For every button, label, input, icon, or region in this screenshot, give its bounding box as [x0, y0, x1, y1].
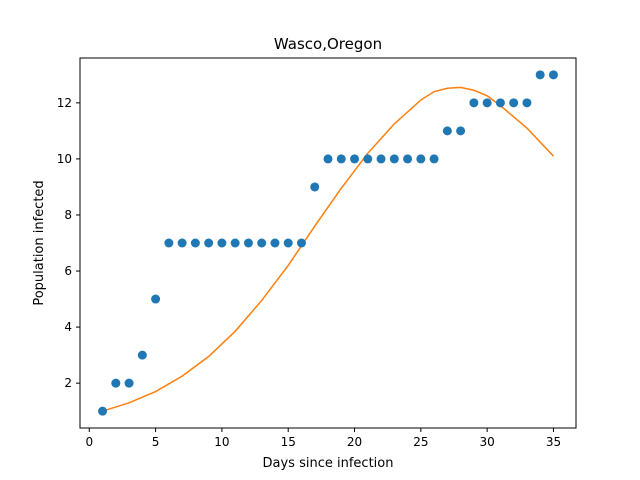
data-point: [429, 154, 439, 164]
data-point: [336, 154, 346, 164]
x-tick-label: 20: [347, 435, 362, 449]
fit-curve-line: [102, 86, 554, 412]
x-tick-label: 15: [281, 435, 296, 449]
data-point: [137, 350, 147, 360]
data-point: [124, 378, 134, 388]
data-point: [243, 238, 253, 248]
x-axis-label: Days since infection: [263, 456, 394, 471]
y-tick-label: 8: [64, 208, 72, 222]
y-tick-label: 6: [64, 264, 72, 278]
y-tick-label: 12: [57, 96, 72, 110]
y-tick-label: 2: [64, 376, 72, 390]
x-tick-label: 5: [152, 435, 160, 449]
data-point: [164, 238, 174, 248]
data-point: [363, 154, 373, 164]
data-point: [522, 98, 532, 108]
y-tick-label: 4: [64, 320, 72, 334]
data-point: [230, 238, 240, 248]
y-tick-label: 10: [57, 152, 72, 166]
data-point: [495, 98, 505, 108]
data-point: [310, 182, 320, 192]
x-tick-label: 35: [546, 435, 561, 449]
data-point: [535, 70, 545, 80]
data-point: [509, 98, 519, 108]
data-point: [548, 70, 558, 80]
data-point: [257, 238, 267, 248]
data-point: [323, 154, 333, 164]
data-point: [190, 238, 200, 248]
x-tick-label: 0: [85, 435, 93, 449]
data-point: [376, 154, 386, 164]
data-point: [283, 238, 293, 248]
y-axis-label: Population infected: [32, 180, 47, 305]
data-point: [350, 154, 360, 164]
data-point: [204, 238, 214, 248]
data-point: [442, 126, 452, 136]
chart-title: Wasco,Oregon: [274, 35, 382, 53]
data-point: [389, 154, 399, 164]
data-point: [177, 238, 187, 248]
data-point: [469, 98, 479, 108]
data-point: [416, 154, 426, 164]
data-point: [482, 98, 492, 108]
plot-area: [98, 70, 558, 416]
data-point: [151, 294, 161, 304]
x-tick-label: 10: [214, 435, 229, 449]
data-point: [98, 406, 108, 416]
x-tick-label: 25: [413, 435, 428, 449]
axes-frame: [79, 57, 577, 429]
data-point: [296, 238, 306, 248]
data-point: [111, 378, 121, 388]
x-tick-label: 30: [480, 435, 495, 449]
data-point: [403, 154, 413, 164]
data-point: [217, 238, 227, 248]
data-point: [456, 126, 466, 136]
data-point: [270, 238, 280, 248]
